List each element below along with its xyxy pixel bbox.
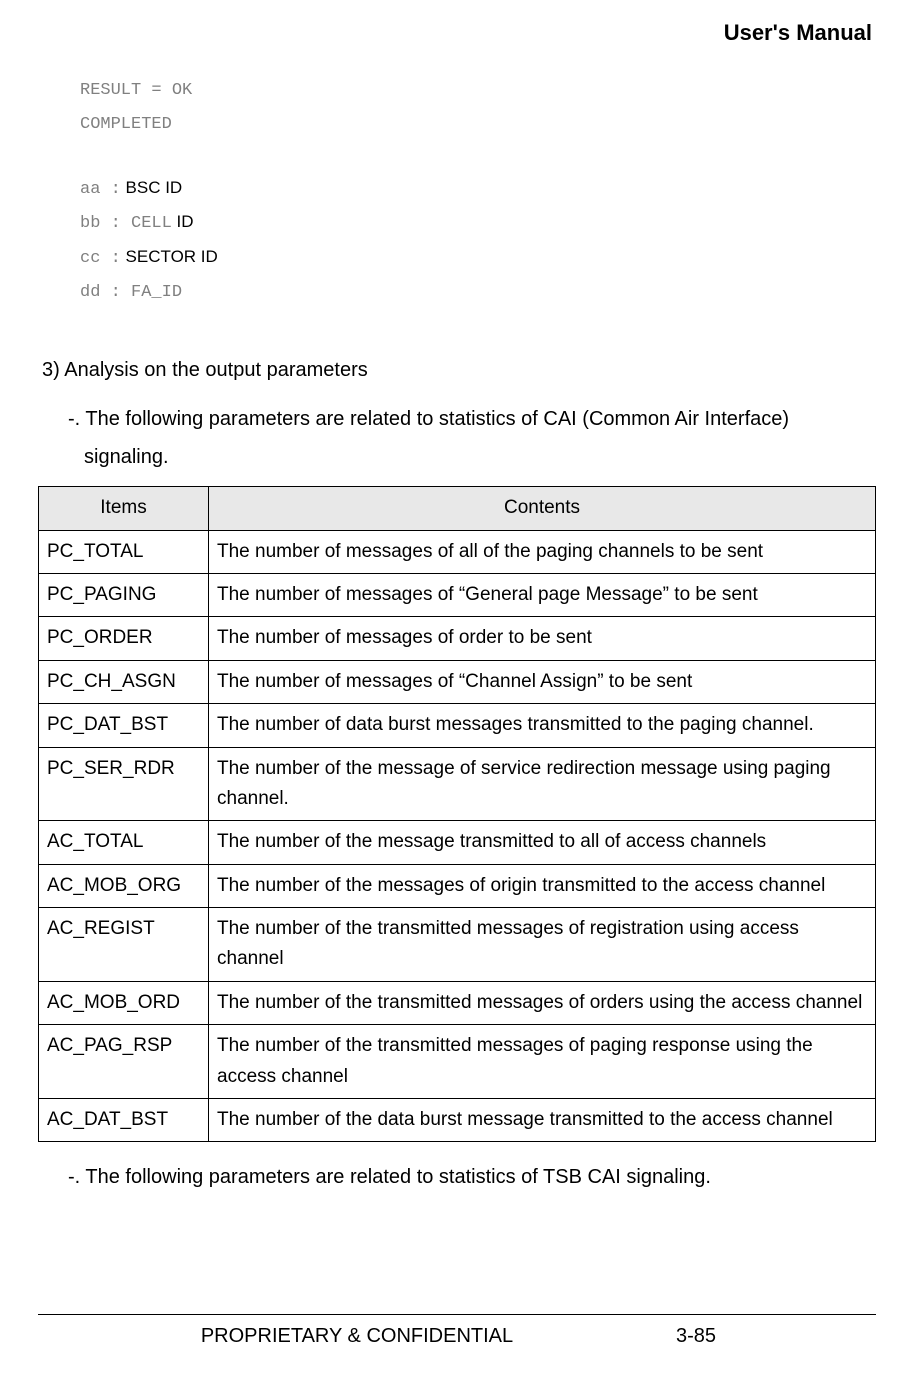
table-header-row: Items Contents [39, 487, 876, 530]
table-cell-content: The number of messages of “General page … [209, 573, 876, 616]
intro-line: signaling. [84, 438, 876, 476]
table-cell-item: AC_REGIST [39, 908, 209, 982]
table-row: AC_MOB_ORDThe number of the transmitted … [39, 981, 876, 1024]
table-row: AC_PAG_RSPThe number of the transmitted … [39, 1025, 876, 1099]
parameters-table: Items Contents PC_TOTALThe number of mes… [38, 486, 876, 1142]
table-cell-item: AC_TOTAL [39, 821, 209, 864]
table-header-contents: Contents [209, 487, 876, 530]
legend-line: cc : SECTOR ID [80, 241, 876, 275]
table-row: PC_ORDERThe number of messages of order … [39, 617, 876, 660]
legend-code: aa : [80, 180, 121, 199]
table-row: PC_TOTALThe number of messages of all of… [39, 530, 876, 573]
table-cell-item: AC_MOB_ORD [39, 981, 209, 1024]
table-cell-item: PC_TOTAL [39, 530, 209, 573]
post-table-text: -. The following parameters are related … [68, 1166, 876, 1189]
legend-block: aa : BSC ID bb : CELL ID cc : SECTOR ID … [80, 172, 876, 309]
legend-code: dd : FA_ID [80, 283, 182, 302]
legend-code: bb : CELL [80, 214, 172, 233]
table-row: AC_DAT_BSTThe number of the data burst m… [39, 1099, 876, 1142]
section-intro: -. The following parameters are related … [68, 400, 876, 476]
table-cell-content: The number of the data burst message tra… [209, 1099, 876, 1142]
table-row: PC_DAT_BSTThe number of data burst messa… [39, 704, 876, 747]
table-cell-item: AC_DAT_BST [39, 1099, 209, 1142]
table-cell-item: PC_SER_RDR [39, 747, 209, 821]
table-cell-item: PC_ORDER [39, 617, 209, 660]
table-header-items: Items [39, 487, 209, 530]
legend-label: SECTOR ID [121, 247, 218, 266]
table-cell-content: The number of the message of service red… [209, 747, 876, 821]
table-row: PC_SER_RDRThe number of the message of s… [39, 747, 876, 821]
table-cell-content: The number of the messages of origin tra… [209, 864, 876, 907]
footer-page-number: 3-85 [676, 1325, 876, 1348]
legend-line: bb : CELL ID [80, 206, 876, 240]
table-row: AC_TOTALThe number of the message transm… [39, 821, 876, 864]
table-cell-item: AC_MOB_ORG [39, 864, 209, 907]
legend-line: dd : FA_ID [80, 275, 876, 309]
legend-line: aa : BSC ID [80, 172, 876, 206]
table-cell-content: The number of messages of order to be se… [209, 617, 876, 660]
table-cell-content: The number of the transmitted messages o… [209, 1025, 876, 1099]
legend-label: ID [172, 212, 194, 231]
legend-code: cc : [80, 249, 121, 268]
table-cell-item: AC_PAG_RSP [39, 1025, 209, 1099]
table-row: AC_MOB_ORGThe number of the messages of … [39, 864, 876, 907]
footer-confidential: PROPRIETARY & CONFIDENTIAL [38, 1325, 676, 1348]
header-title: User's Manual [38, 20, 876, 46]
table-row: PC_CH_ASGNThe number of messages of “Cha… [39, 660, 876, 703]
table-cell-content: The number of the transmitted messages o… [209, 908, 876, 982]
code-block: RESULT = OK COMPLETED [80, 74, 876, 142]
table-cell-content: The number of data burst messages transm… [209, 704, 876, 747]
section-heading: 3) Analysis on the output parameters [42, 359, 876, 382]
table-row: PC_PAGINGThe number of messages of “Gene… [39, 573, 876, 616]
table-cell-content: The number of messages of all of the pag… [209, 530, 876, 573]
page-footer: PROPRIETARY & CONFIDENTIAL 3-85 [38, 1314, 876, 1348]
intro-line: -. The following parameters are related … [68, 400, 876, 438]
table-cell-item: PC_DAT_BST [39, 704, 209, 747]
table-cell-item: PC_CH_ASGN [39, 660, 209, 703]
table-cell-item: PC_PAGING [39, 573, 209, 616]
table-cell-content: The number of the transmitted messages o… [209, 981, 876, 1024]
table-cell-content: The number of the message transmitted to… [209, 821, 876, 864]
table-cell-content: The number of messages of “Channel Assig… [209, 660, 876, 703]
table-row: AC_REGISTThe number of the transmitted m… [39, 908, 876, 982]
code-line: RESULT = OK [80, 74, 876, 108]
code-line: COMPLETED [80, 108, 876, 142]
legend-label: BSC ID [121, 178, 182, 197]
